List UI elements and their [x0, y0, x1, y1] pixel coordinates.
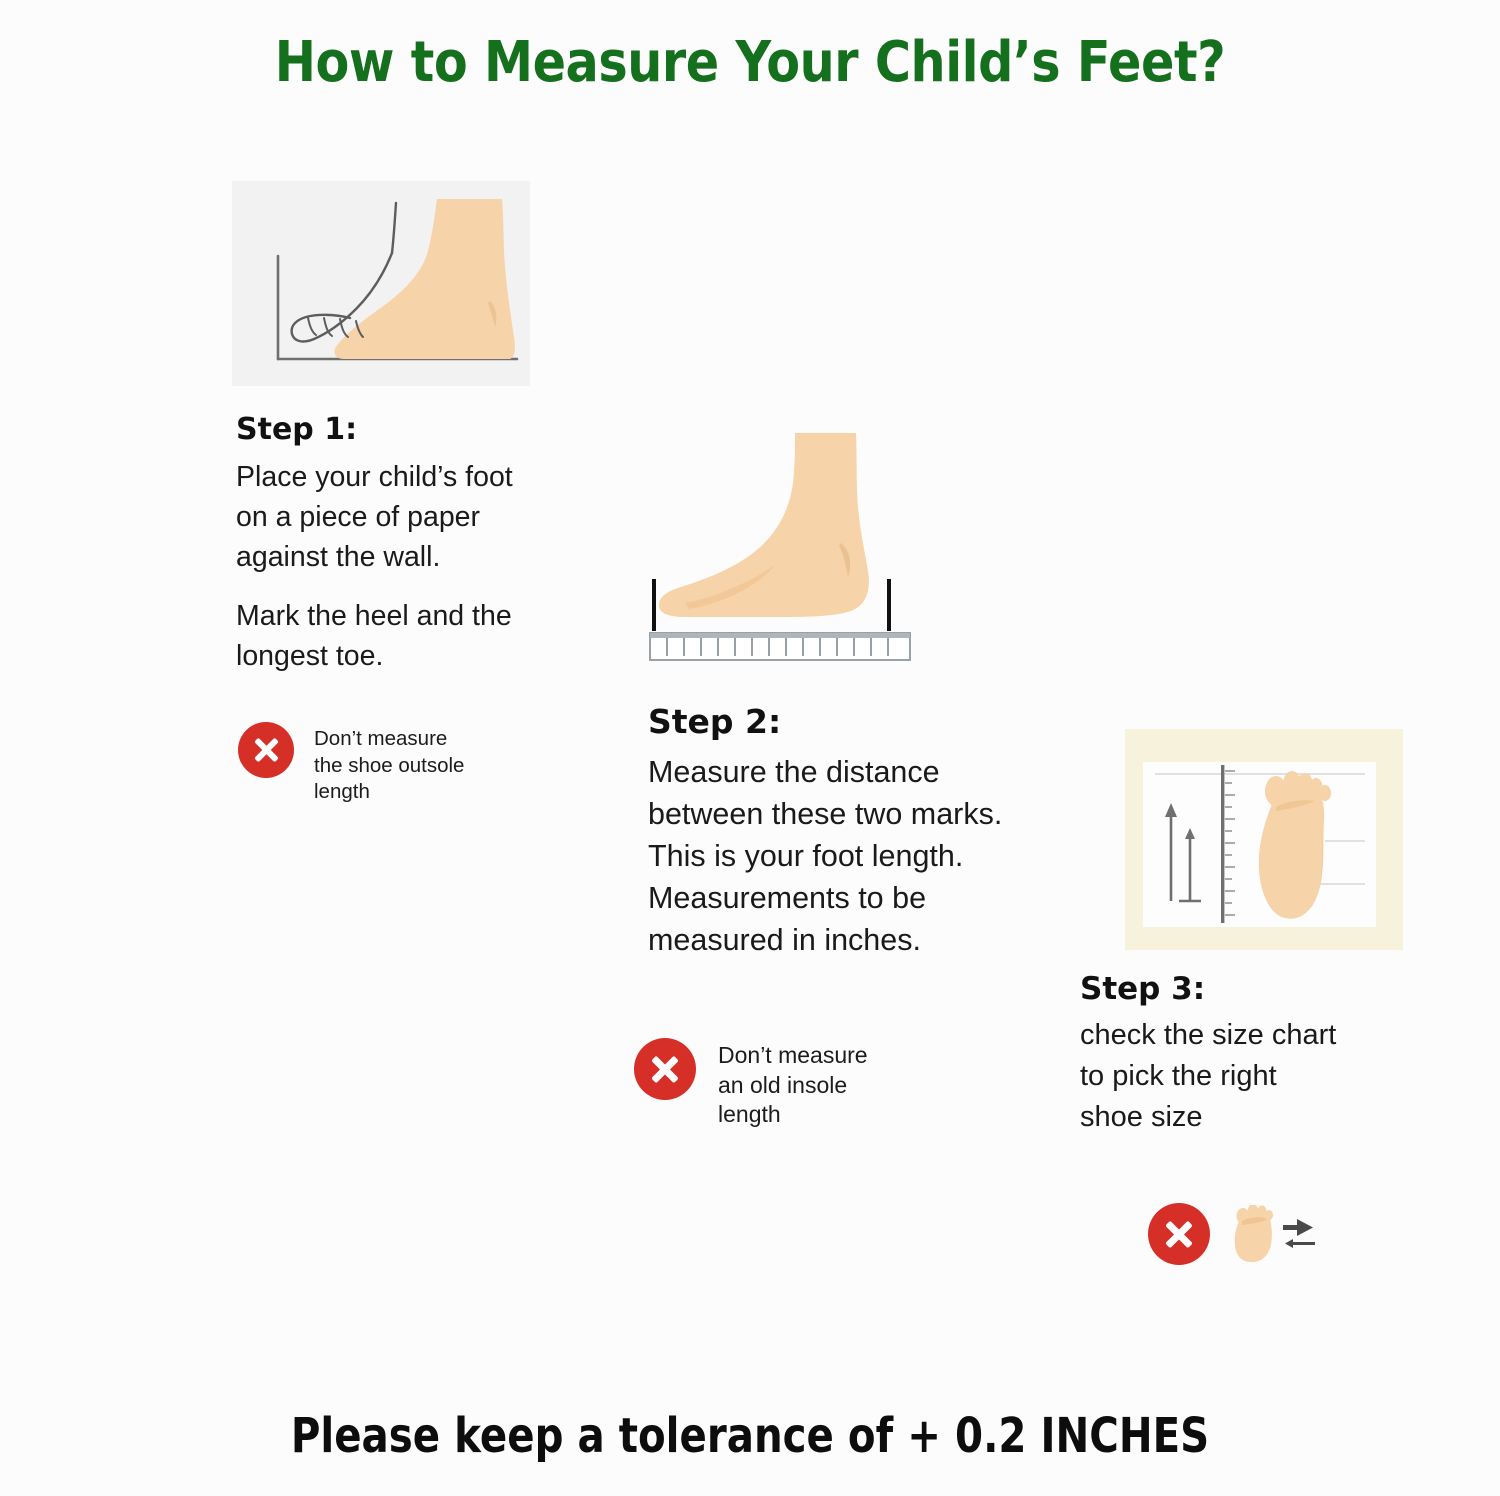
red-x-circle-icon	[1148, 1203, 1210, 1265]
step-1-warning: Don’t measure the shoe outsole length	[238, 722, 514, 806]
step-2-line: measured in inches.	[648, 923, 921, 957]
foot-side-view-against-wall-icon	[276, 199, 519, 361]
red-x-circle-icon	[238, 722, 294, 778]
step-3-line: to pick the right	[1080, 1060, 1277, 1092]
step-3-heading: Step 3:	[1080, 971, 1206, 1007]
warning-line: an old insole	[718, 1071, 848, 1098]
step-2-paragraph: Measure the distance between these two m…	[648, 751, 1078, 961]
step-2-warning-text: Don’t measure an old insole length	[718, 1038, 928, 1130]
foot-sole-icon	[1234, 1205, 1273, 1263]
step-1-line: on a piece of paper	[236, 501, 481, 533]
arrow-left-icon	[1285, 1239, 1315, 1248]
step-2-line: Measure the distance	[648, 755, 940, 789]
step-3-text-block: Step 3: check the size chart to pick the…	[1080, 971, 1430, 1138]
step-2-line: This is your foot length.	[648, 839, 964, 873]
step-3-warning	[1148, 1203, 1316, 1265]
step-2-line: Measurements to be	[648, 881, 927, 915]
warning-line: length	[314, 780, 370, 803]
step-1-illustration-panel	[232, 181, 530, 386]
step-1-paragraph-1: Place your child’s foot on a piece of pa…	[236, 457, 566, 577]
step-1-heading: Step 1:	[236, 412, 358, 447]
step-1-text-block: Step 1: Place your child’s foot on a pie…	[236, 412, 566, 676]
red-x-circle-icon	[634, 1038, 696, 1100]
warning-line: length	[718, 1101, 781, 1127]
step-1-line: against the wall.	[236, 541, 441, 573]
warning-line: the shoe outsole	[314, 753, 465, 777]
foot-side-view-with-ruler-icon	[649, 433, 911, 661]
step-3-paragraph: check the size chart to pick the right s…	[1080, 1015, 1430, 1138]
foot-sole-on-measuring-chart-icon	[1143, 762, 1376, 927]
step-1-line: Place your child’s foot	[236, 461, 513, 493]
step-1-warning-text: Don’t measure the shoe outsole length	[314, 722, 514, 806]
step-3-illustration-panel	[1125, 729, 1403, 950]
page-title: How to Measure Your Child’s Feet?	[274, 30, 1226, 95]
step-2-illustration	[645, 425, 935, 665]
arrow-right-icon	[1283, 1219, 1313, 1236]
step-2-text-block: Step 2: Measure the distance between the…	[648, 702, 1078, 961]
step-2-heading: Step 2:	[648, 702, 782, 741]
step-3-line: shoe size	[1080, 1101, 1203, 1133]
step-1-line: Mark the heel and the	[236, 600, 512, 632]
arrows-in-out-icon	[1283, 1219, 1315, 1248]
warning-line: Don’t measure	[314, 727, 448, 750]
step-3-line: check the size chart	[1080, 1019, 1337, 1051]
step-1-paragraph-2: Mark the heel and the longest toe.	[236, 596, 566, 676]
arrow-up-short-icon	[1179, 828, 1201, 903]
step-2-warning: Don’t measure an old insole length	[634, 1038, 928, 1130]
step-2-line: between these two marks.	[648, 797, 1003, 831]
step-1-line: longest toe.	[236, 640, 384, 672]
arrow-up-long-icon	[1165, 803, 1177, 901]
warning-line: Don’t measure	[718, 1042, 868, 1068]
tolerance-note: Please keep a tolerance of + 0.2 INCHES	[290, 1408, 1210, 1464]
